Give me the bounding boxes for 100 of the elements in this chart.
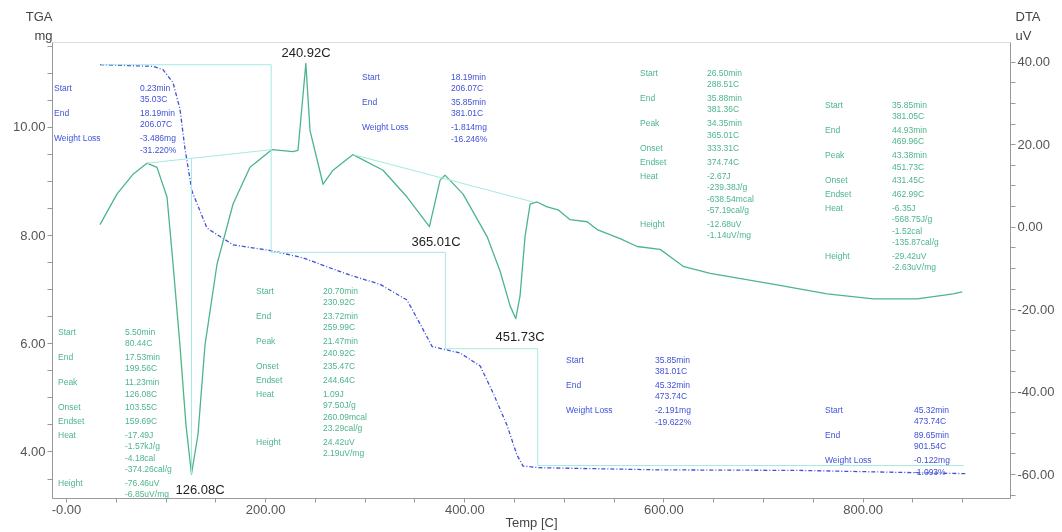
- annotation: Weight Loss: [362, 122, 409, 133]
- annotation: -12.68uV: [707, 218, 742, 229]
- annotation: -1.814mg: [451, 122, 488, 133]
- annotation: 240.92C: [323, 347, 356, 358]
- annotation: -6.35J: [892, 202, 916, 213]
- annotation: 473.74C: [914, 416, 947, 427]
- annotation: 901.54C: [914, 441, 947, 452]
- annotation: -1.57kJ/g: [125, 441, 161, 452]
- annotation: -57.19cal/g: [707, 204, 750, 215]
- annotation: Heat: [825, 202, 844, 213]
- annotation: Height: [640, 218, 666, 229]
- y2-tick-label: 0.00: [1017, 219, 1043, 235]
- annotation: 333.31C: [707, 143, 740, 154]
- annotation: Onset: [58, 402, 82, 413]
- annotation: Heat: [640, 170, 659, 181]
- annotation: 0.23min: [140, 83, 171, 93]
- y-tick-label: 8.00: [20, 227, 46, 243]
- annotation: 34.35min: [707, 118, 743, 129]
- annotation: -374.26cal/g: [125, 463, 173, 474]
- annotation: Weight Loss: [566, 405, 613, 416]
- annotation: 451.73C: [892, 161, 925, 172]
- annotation: -3.486mg: [140, 133, 177, 144]
- annotation: 230.92C: [323, 297, 356, 308]
- annotation: 35.88min: [707, 93, 743, 104]
- annotation: 126.08C: [175, 482, 225, 497]
- y2-tick-label: 40.00: [1017, 54, 1051, 70]
- annotation: 18.19min: [140, 108, 176, 119]
- annotation: -29.42uV: [892, 250, 927, 261]
- x-tick-label: 800.00: [843, 501, 883, 517]
- annotation: 18.19min: [451, 72, 487, 82]
- annotation: 80.44C: [125, 338, 153, 349]
- annotation: 288.51C: [707, 79, 740, 90]
- annotation: 23.29cal/g: [323, 422, 363, 433]
- annotation: 35.03C: [140, 94, 168, 105]
- annotation: 26.50min: [707, 68, 743, 78]
- annotation: 159.69C: [125, 416, 158, 427]
- annotation: Start: [640, 68, 659, 78]
- annotation: 381.01C: [451, 108, 484, 119]
- annotation: Height: [256, 436, 282, 447]
- annotation: Endset: [640, 157, 668, 168]
- annotation: Endset: [256, 375, 284, 386]
- annotation: -4.18cal: [125, 452, 156, 463]
- annotation: 89.65min: [914, 430, 950, 441]
- y2-tick-label: -40.00: [1017, 384, 1055, 400]
- annotation: -76.46uV: [125, 477, 160, 488]
- annotation: 260.09mcal: [323, 411, 368, 422]
- annotation: -239.38J/g: [707, 182, 748, 193]
- annotation: Weight Loss: [54, 133, 101, 144]
- annotation: End: [58, 352, 74, 363]
- annotation: -2.191mg: [655, 405, 692, 416]
- annotation: 2.19uV/mg: [323, 447, 365, 458]
- annotation: 20.70min: [323, 286, 359, 296]
- annotation: Peak: [825, 150, 846, 161]
- annotation: 1.09J: [323, 388, 344, 399]
- annotation: 35.85min: [451, 97, 487, 108]
- annotation: -6.85uV/mg: [125, 488, 170, 499]
- annotation: 35.85min: [892, 100, 928, 110]
- annotation: -1.14uV/mg: [707, 229, 752, 240]
- annotation: Heat: [256, 388, 275, 399]
- y-tick-label: 6.00: [20, 335, 46, 351]
- annotation: 17.53min: [125, 352, 161, 363]
- annotation: Endset: [825, 189, 853, 200]
- y2-axis-title: DTA uV: [1015, 8, 1041, 43]
- annotation: 45.32min: [655, 380, 691, 391]
- annotation: Start: [362, 72, 381, 82]
- annotation: Onset: [640, 143, 664, 154]
- x-tick-label: 200.00: [245, 501, 286, 517]
- annotation: 381.01C: [655, 366, 688, 377]
- annotation: 451.73C: [495, 329, 545, 344]
- annotation: 35.85min: [655, 355, 691, 365]
- x-tick-label: 600.00: [644, 501, 684, 517]
- annotation: 381.36C: [707, 104, 740, 115]
- annotation: -2.63uV/mg: [892, 261, 937, 272]
- annotation: 462.99C: [892, 189, 925, 200]
- annotation: -31.220%: [140, 144, 177, 155]
- annotation: 199.56C: [125, 363, 158, 374]
- annotation: -1.52cal: [892, 225, 923, 236]
- y-axis-title: TGA mg: [25, 8, 53, 43]
- annotation: -638.54mcal: [707, 193, 754, 204]
- annotation: 259.99C: [323, 322, 356, 333]
- y-tick-label: 4.00: [20, 443, 46, 459]
- annotation: Weight Loss: [825, 455, 872, 466]
- annotation: 126.08C: [125, 388, 158, 399]
- annotation: Heat: [58, 429, 77, 440]
- x-axis-title: Temp [C]: [505, 514, 558, 530]
- annotation: 473.74C: [655, 391, 688, 402]
- annotation: Onset: [256, 361, 280, 372]
- y-tick-label: 10.00: [12, 119, 46, 135]
- annotation: Peak: [640, 118, 661, 129]
- annotation: -135.87cal/g: [892, 236, 940, 247]
- annotation: 24.42uV: [323, 436, 355, 447]
- annotation: Start: [54, 83, 73, 93]
- x-tick-label: 400.00: [444, 501, 485, 517]
- annotation: Start: [825, 405, 844, 415]
- annotation: 11.23min: [125, 377, 160, 388]
- annotation: 23.72min: [323, 311, 359, 322]
- annotation: End: [640, 93, 656, 104]
- annotation: End: [566, 380, 582, 391]
- annotation: Height: [58, 477, 84, 488]
- annotation: -16.246%: [451, 133, 488, 144]
